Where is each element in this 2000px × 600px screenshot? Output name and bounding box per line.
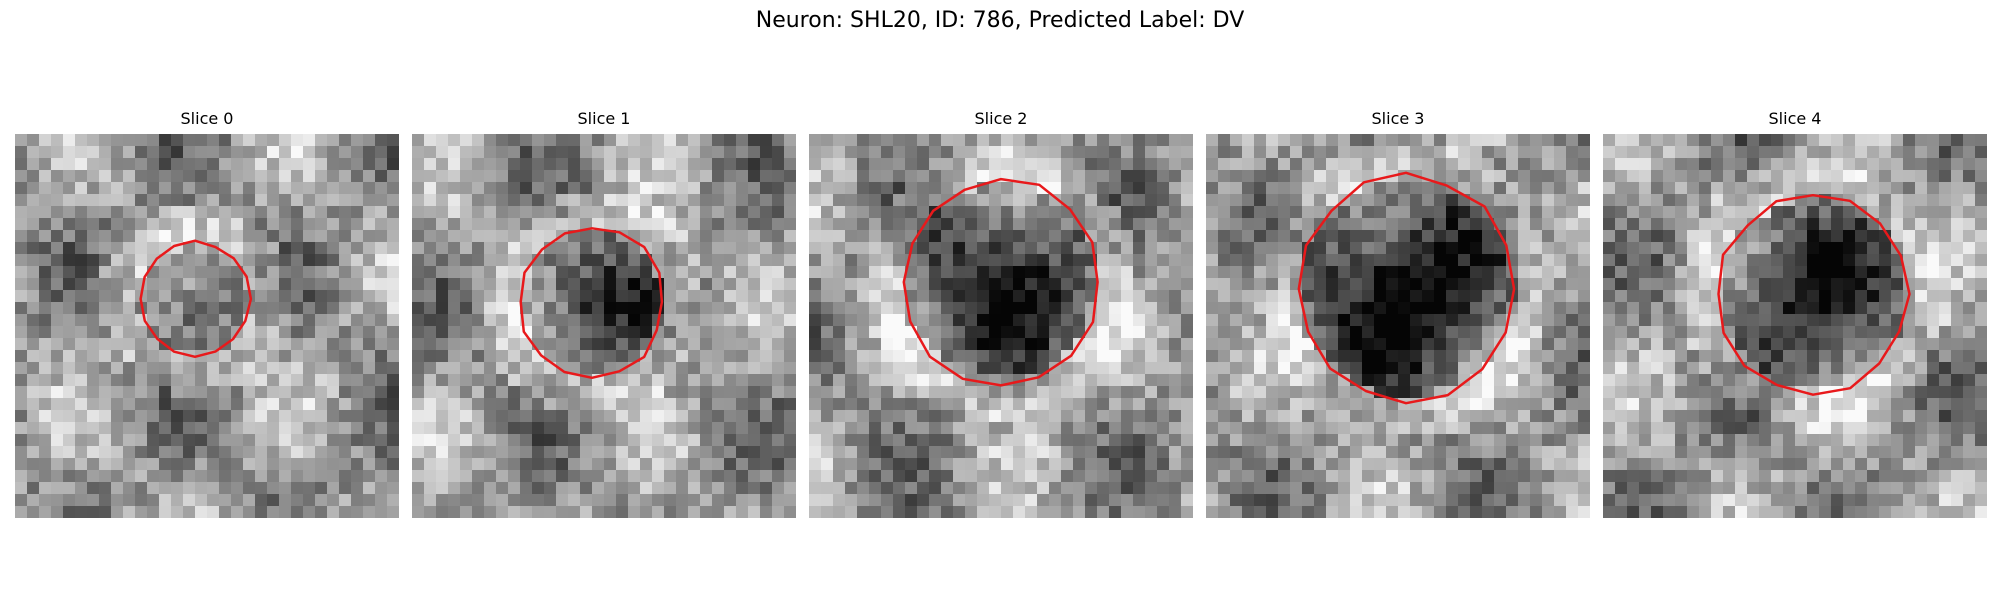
slice-title: Slice 3 xyxy=(1371,109,1425,128)
slice-image xyxy=(809,134,1193,518)
figure-title: Neuron: SHL20, ID: 786, Predicted Label:… xyxy=(755,8,1245,33)
slice-image xyxy=(1603,134,1987,518)
cell-outline xyxy=(1297,171,1516,405)
slice-image xyxy=(15,134,399,518)
slice-title: Slice 1 xyxy=(577,109,631,128)
slice-title: Slice 2 xyxy=(974,109,1028,128)
cell-outline xyxy=(139,239,253,359)
slice-panel-0: Slice 0 xyxy=(15,108,399,518)
slice-panel-2: Slice 2 xyxy=(809,108,1193,518)
cell-outline xyxy=(519,227,664,380)
slice-title: Slice 4 xyxy=(1768,109,1822,128)
cell-outline xyxy=(902,177,1099,387)
slice-panel-3: Slice 3 xyxy=(1206,108,1590,518)
slice-panel-1: Slice 1 xyxy=(412,108,796,518)
slice-image xyxy=(412,134,796,518)
slice-image xyxy=(1206,134,1590,518)
slice-title: Slice 0 xyxy=(180,109,234,128)
slice-panel-4: Slice 4 xyxy=(1603,108,1987,518)
cell-outline xyxy=(1717,193,1911,396)
